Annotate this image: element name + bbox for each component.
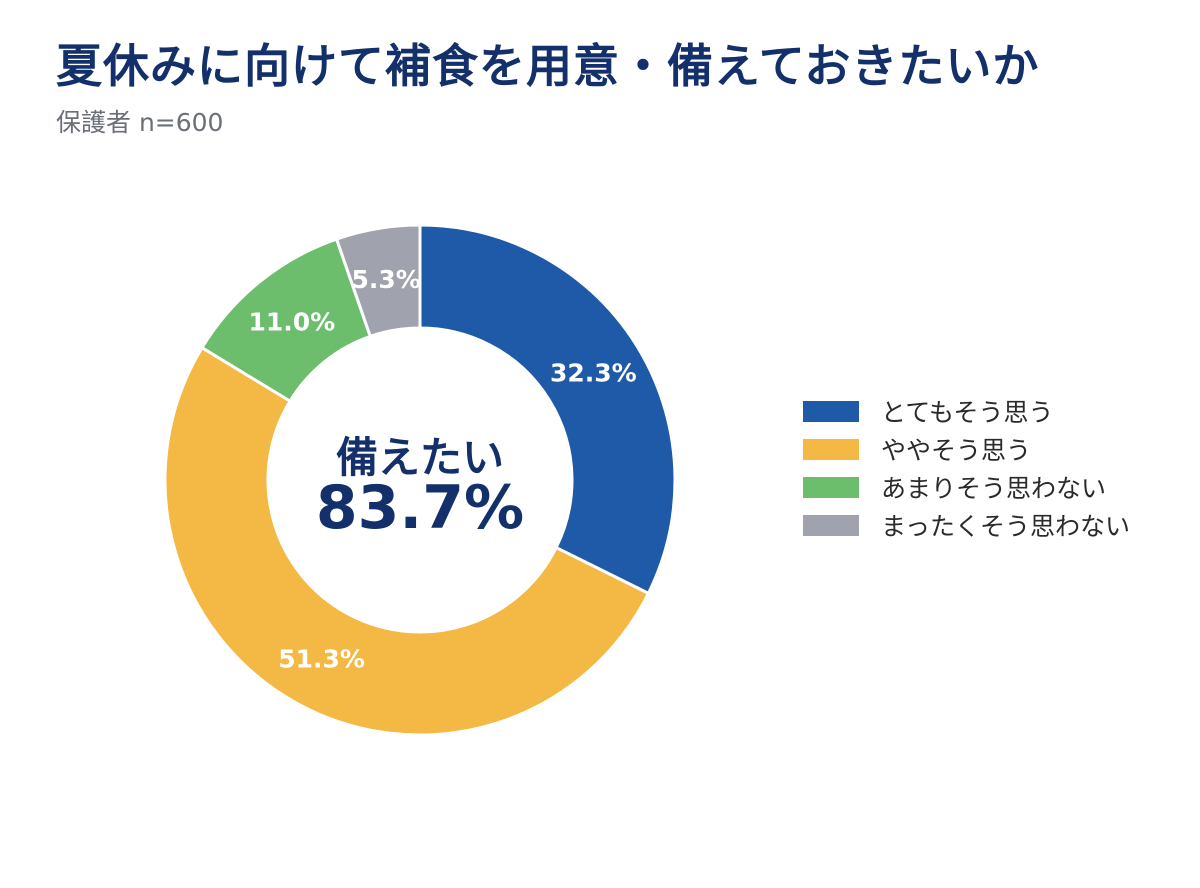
center-caption: 備えたい: [336, 433, 504, 482]
legend-swatch: [803, 400, 859, 422]
donut-slice: [418, 223, 677, 596]
donut-value-labels: 32.3% 51.3% 11.0% 5.3%: [248, 265, 636, 674]
chart-legend: とてもそう思う ややそう思う あまりそう思わない まったくそう思わない: [803, 392, 1130, 544]
center-value: 83.7%: [316, 473, 524, 543]
slice-value-label: 11.0%: [248, 307, 335, 336]
legend-swatch: [803, 476, 859, 498]
legend-swatch: [803, 438, 859, 460]
legend-item: まったくそう思わない: [803, 506, 1130, 544]
slice-value-label: 32.3%: [550, 358, 637, 387]
legend-item: ややそう思う: [803, 430, 1130, 468]
legend-label: とてもそう思う: [881, 398, 1054, 427]
legend-item: とてもそう思う: [803, 392, 1130, 430]
legend-label: ややそう思う: [881, 436, 1032, 465]
donut-slices: [163, 223, 677, 737]
slice-value-label: 51.3%: [278, 645, 365, 674]
legend-swatch: [803, 514, 859, 536]
donut-slice: [163, 345, 651, 737]
legend-item: あまりそう思わない: [803, 468, 1130, 506]
legend-label: あまりそう思わない: [881, 474, 1107, 503]
slice-value-label: 5.3%: [351, 265, 420, 294]
donut-slice: [334, 223, 422, 339]
legend-label: まったくそう思わない: [881, 512, 1131, 541]
chart-title: 夏休みに向けて補食を用意・備えておきたいか: [56, 39, 1040, 93]
chart-subtitle: 保護者 n=600: [56, 108, 224, 137]
